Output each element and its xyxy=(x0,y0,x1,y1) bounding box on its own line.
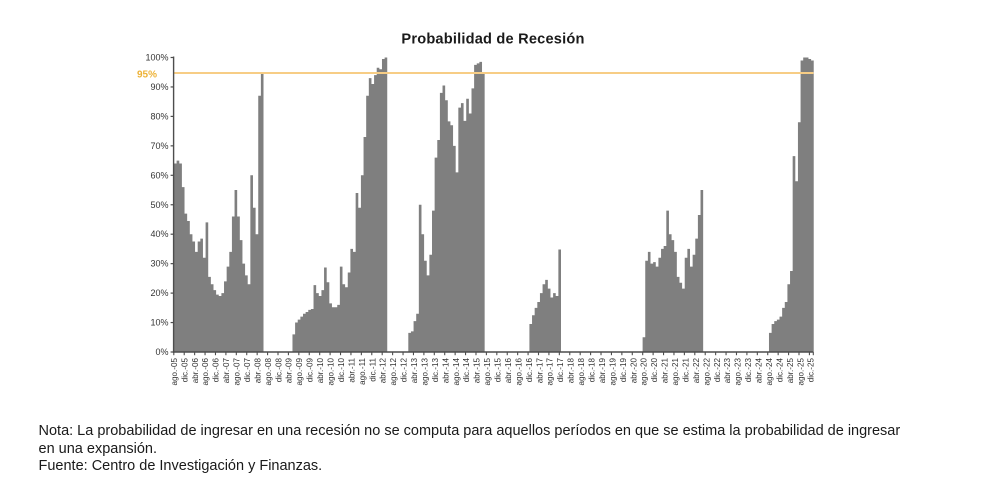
svg-text:abr.-11: abr.-11 xyxy=(347,358,356,383)
svg-text:dic.-19: dic.-19 xyxy=(619,358,628,383)
svg-text:abr.-14: abr.-14 xyxy=(441,358,450,384)
svg-text:abr.-23: abr.-23 xyxy=(723,358,732,384)
svg-text:abr.-15: abr.-15 xyxy=(473,358,482,384)
svg-text:dic.-07: dic.-07 xyxy=(243,358,252,383)
svg-text:abr.-21: abr.-21 xyxy=(661,358,670,384)
svg-text:abr.-20: abr.-20 xyxy=(629,358,638,384)
svg-text:abr.-16: abr.-16 xyxy=(504,358,513,384)
svg-text:Probabilidad de Recesión: Probabilidad de Recesión xyxy=(401,32,584,48)
svg-text:dic.-16: dic.-16 xyxy=(525,358,534,383)
svg-text:100%: 100% xyxy=(145,53,168,63)
svg-text:abr.-06: abr.-06 xyxy=(191,358,200,384)
svg-text:abr.-12: abr.-12 xyxy=(379,358,388,384)
svg-text:ago.-13: ago.-13 xyxy=(420,358,429,386)
svg-text:dic.-18: dic.-18 xyxy=(588,358,597,383)
svg-text:abr.-13: abr.-13 xyxy=(410,358,419,384)
svg-text:ago.-08: ago.-08 xyxy=(264,358,273,386)
svg-text:abr.-08: abr.-08 xyxy=(253,358,262,384)
svg-text:ago.-12: ago.-12 xyxy=(389,358,398,386)
svg-text:ago.-06: ago.-06 xyxy=(201,358,210,386)
svg-text:abr.-22: abr.-22 xyxy=(692,358,701,384)
svg-text:ago.-20: ago.-20 xyxy=(640,358,649,386)
svg-text:dic.-14: dic.-14 xyxy=(462,358,471,383)
svg-text:dic.-13: dic.-13 xyxy=(431,358,440,383)
svg-text:ago.-22: ago.-22 xyxy=(702,358,711,386)
svg-text:dic.-15: dic.-15 xyxy=(494,358,503,383)
svg-text:ago.-11: ago.-11 xyxy=(358,358,367,385)
svg-text:30%: 30% xyxy=(150,259,168,269)
svg-text:abr.-24: abr.-24 xyxy=(755,358,764,384)
svg-text:dic.-21: dic.-21 xyxy=(681,358,690,383)
svg-text:60%: 60% xyxy=(150,170,168,180)
svg-text:90%: 90% xyxy=(150,82,168,92)
svg-text:dic.-20: dic.-20 xyxy=(650,358,659,383)
svg-text:dic.-06: dic.-06 xyxy=(212,358,221,383)
svg-text:ago.-14: ago.-14 xyxy=(452,358,461,386)
svg-text:ago.-24: ago.-24 xyxy=(765,358,774,386)
svg-text:dic.-08: dic.-08 xyxy=(274,358,283,383)
svg-text:ago.-23: ago.-23 xyxy=(734,358,743,386)
svg-text:10%: 10% xyxy=(150,318,168,328)
svg-text:abr.-09: abr.-09 xyxy=(285,358,294,384)
svg-text:dic.-24: dic.-24 xyxy=(775,358,784,383)
svg-text:80%: 80% xyxy=(150,111,168,121)
svg-text:ago.-19: ago.-19 xyxy=(608,358,617,386)
svg-text:ago.-16: ago.-16 xyxy=(514,358,523,386)
svg-text:dic.-17: dic.-17 xyxy=(556,358,565,383)
svg-text:abr.-25: abr.-25 xyxy=(786,358,795,384)
svg-text:dic.-05: dic.-05 xyxy=(180,358,189,383)
svg-text:abr.-17: abr.-17 xyxy=(535,358,544,384)
svg-text:ago.-15: ago.-15 xyxy=(483,358,492,386)
svg-text:ago.-18: ago.-18 xyxy=(577,358,586,386)
svg-text:abr.-19: abr.-19 xyxy=(598,358,607,384)
svg-text:abr.-10: abr.-10 xyxy=(316,358,325,384)
svg-text:dic.-23: dic.-23 xyxy=(744,358,753,383)
svg-text:ago.-25: ago.-25 xyxy=(796,358,805,386)
svg-text:dic.-12: dic.-12 xyxy=(400,358,409,383)
svg-text:50%: 50% xyxy=(150,200,168,210)
svg-text:dic.-10: dic.-10 xyxy=(337,358,346,383)
svg-text:dic.-22: dic.-22 xyxy=(713,358,722,383)
svg-text:dic.-09: dic.-09 xyxy=(306,358,315,383)
svg-text:0%: 0% xyxy=(155,347,168,357)
svg-text:abr.-07: abr.-07 xyxy=(222,358,231,384)
svg-text:dic.-25: dic.-25 xyxy=(807,358,816,383)
svg-text:ago.-07: ago.-07 xyxy=(233,358,242,386)
svg-text:20%: 20% xyxy=(150,288,168,298)
svg-text:ago.-09: ago.-09 xyxy=(295,358,304,386)
svg-text:40%: 40% xyxy=(150,229,168,239)
svg-text:abr.-18: abr.-18 xyxy=(567,358,576,384)
svg-text:70%: 70% xyxy=(150,141,168,151)
svg-text:dic.-11: dic.-11 xyxy=(368,358,377,382)
svg-text:ago.-17: ago.-17 xyxy=(546,358,555,386)
svg-text:ago.-10: ago.-10 xyxy=(327,358,336,386)
svg-text:95%: 95% xyxy=(137,70,157,81)
svg-text:ago.-05: ago.-05 xyxy=(170,358,179,386)
svg-text:ago.-21: ago.-21 xyxy=(671,358,680,386)
